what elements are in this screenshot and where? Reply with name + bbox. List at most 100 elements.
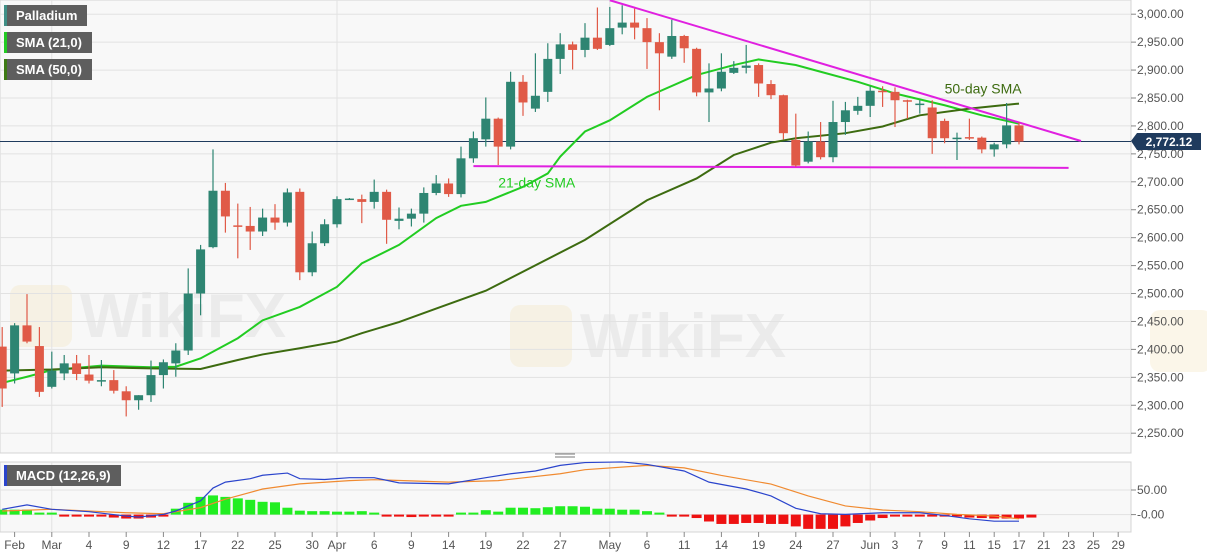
macd-histogram-bar bbox=[753, 514, 764, 523]
legend-palladium[interactable]: Palladium bbox=[4, 5, 88, 26]
x-tick-label: 27 bbox=[826, 538, 840, 552]
watermark-logo-icon bbox=[1150, 310, 1207, 372]
macd-histogram-bar bbox=[617, 509, 628, 515]
legend-sma-50[interactable]: SMA (50,0) bbox=[4, 59, 92, 80]
macd-histogram-bar bbox=[158, 514, 169, 517]
candle bbox=[295, 188, 305, 281]
panel-resize-handle[interactable] bbox=[555, 453, 575, 458]
x-tick-label: 23 bbox=[1062, 538, 1076, 552]
candle-body bbox=[630, 22, 640, 28]
y-tick-label: 2,700.00 bbox=[1137, 175, 1184, 189]
macd-histogram-bar bbox=[394, 514, 404, 517]
candle-body bbox=[344, 198, 354, 201]
candle bbox=[940, 118, 950, 144]
macd-histogram-bar bbox=[766, 514, 776, 524]
y-tick-label: 2,400.00 bbox=[1137, 342, 1184, 356]
x-tick-label: 14 bbox=[715, 538, 729, 552]
candle-body bbox=[506, 81, 516, 147]
x-tick-label: 25 bbox=[1087, 538, 1101, 552]
candle-body bbox=[59, 363, 69, 374]
candle bbox=[171, 343, 181, 377]
candle bbox=[630, 8, 640, 40]
candle bbox=[493, 117, 503, 166]
candle bbox=[158, 359, 168, 389]
candle bbox=[915, 100, 925, 114]
candle-body bbox=[369, 191, 379, 202]
macd-histogram-bar bbox=[1014, 514, 1024, 519]
candle-body bbox=[208, 190, 218, 248]
candle bbox=[47, 351, 57, 389]
x-tick-label: 11 bbox=[963, 538, 976, 552]
macd-histogram-bar bbox=[654, 512, 665, 515]
svg-text:2,772.12: 2,772.12 bbox=[1146, 135, 1193, 149]
x-tick-label: 17 bbox=[1012, 538, 1026, 552]
x-tick-label: 12 bbox=[157, 538, 171, 552]
macd-histogram-bar bbox=[108, 514, 119, 518]
macd-histogram-bar bbox=[530, 508, 541, 515]
candle-body bbox=[295, 191, 305, 273]
legend-color-bar bbox=[4, 32, 7, 53]
x-tick-label: 9 bbox=[941, 538, 948, 552]
macd-histogram-bar bbox=[319, 511, 330, 515]
candle bbox=[10, 323, 20, 384]
x-tick-label: 22 bbox=[516, 538, 530, 552]
candle bbox=[258, 208, 268, 236]
x-tick-label: 7 bbox=[916, 538, 923, 552]
candle-body bbox=[940, 120, 950, 139]
macd-histogram-bar bbox=[96, 514, 107, 517]
candle-body bbox=[840, 110, 850, 123]
macd-histogram-bar bbox=[691, 514, 702, 519]
candle-body bbox=[816, 141, 826, 158]
candle-body bbox=[220, 190, 230, 217]
macd-histogram-bar bbox=[666, 514, 677, 517]
candle-body bbox=[518, 81, 528, 103]
candle bbox=[568, 41, 578, 70]
macd-histogram-bar bbox=[34, 512, 45, 515]
candle bbox=[890, 87, 900, 128]
candle bbox=[679, 34, 689, 63]
x-tick-label: 4 bbox=[86, 538, 93, 552]
candle-body bbox=[915, 103, 925, 106]
x-tick-label: Mar bbox=[41, 538, 62, 552]
macd-histogram-bar bbox=[567, 506, 578, 515]
macd-histogram-bar bbox=[1026, 514, 1037, 518]
candle-body bbox=[183, 293, 193, 351]
x-tick-label: 24 bbox=[789, 538, 803, 552]
candle-body bbox=[667, 35, 677, 57]
candle bbox=[431, 175, 441, 196]
candle-body bbox=[332, 199, 342, 225]
candle-body bbox=[654, 42, 664, 54]
candle bbox=[605, 6, 615, 47]
candle bbox=[642, 18, 652, 69]
legend-label: SMA (50,0) bbox=[16, 62, 82, 77]
candle-body bbox=[704, 88, 714, 93]
candle bbox=[382, 189, 392, 244]
y-tick-label: 2,250.00 bbox=[1137, 426, 1184, 440]
legend-sma-21[interactable]: SMA (21,0) bbox=[4, 32, 92, 53]
candle-body bbox=[468, 138, 478, 159]
candle-body bbox=[927, 107, 937, 139]
candle bbox=[183, 268, 193, 355]
candle-body bbox=[96, 380, 106, 382]
candle bbox=[96, 360, 106, 387]
candle-body bbox=[233, 225, 243, 227]
candle bbox=[344, 197, 354, 201]
macd-histogram-bar bbox=[183, 502, 194, 515]
candle bbox=[654, 33, 664, 111]
legend-macd[interactable]: MACD (12,26,9) bbox=[4, 465, 121, 486]
candle-body bbox=[828, 122, 838, 158]
candle bbox=[927, 100, 937, 154]
candle-body bbox=[741, 65, 751, 68]
candle bbox=[0, 327, 7, 407]
macd-y-tick-label: -0.00 bbox=[1137, 508, 1165, 522]
candle-body bbox=[530, 95, 540, 109]
macd-histogram-bar bbox=[902, 514, 913, 517]
candle-body bbox=[617, 22, 627, 28]
candle bbox=[878, 86, 888, 107]
candle bbox=[952, 132, 962, 161]
macd-histogram-bar bbox=[220, 496, 231, 515]
candle bbox=[1002, 103, 1012, 149]
y-tick-label: 2,300.00 bbox=[1137, 398, 1184, 412]
candle bbox=[692, 47, 702, 97]
